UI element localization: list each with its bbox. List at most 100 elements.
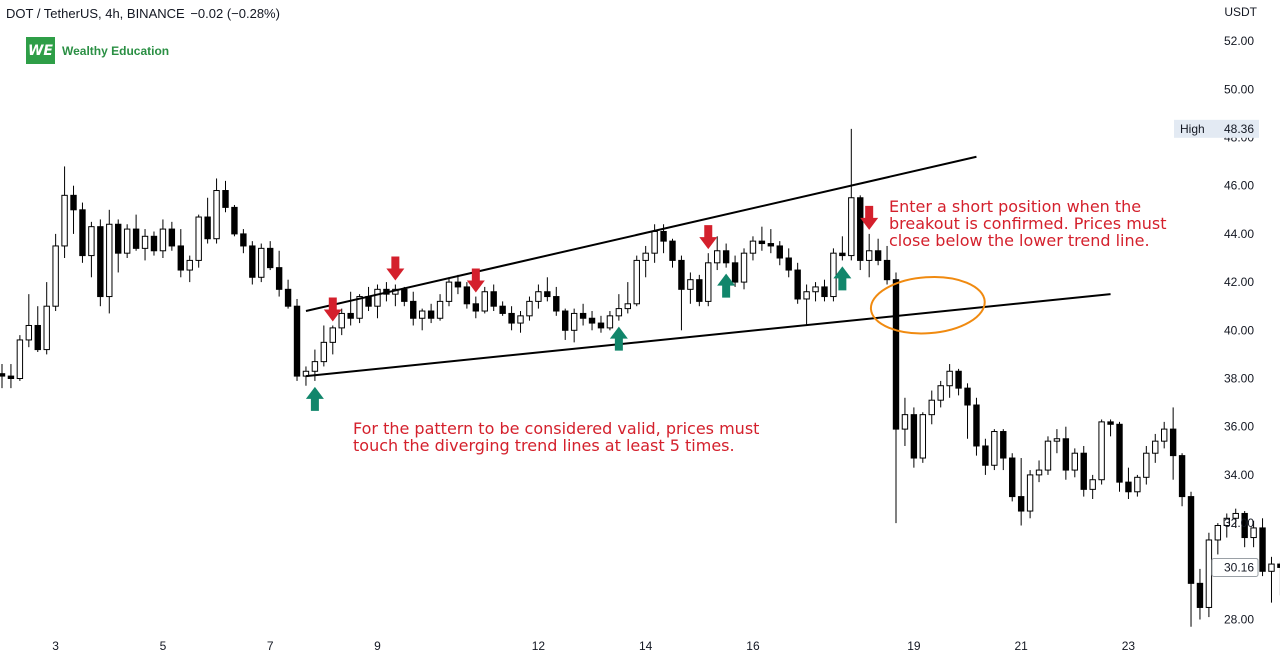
candle [1098,419,1105,485]
candle [535,284,542,309]
candle [445,277,453,307]
candle-body-up [1071,452,1078,471]
candle [669,238,676,268]
markers-layer [305,205,879,411]
symbol-header[interactable]: DOT / TetherUS, 4h, BINANCE −0.02 (−0.28… [6,6,280,21]
candle [1116,421,1123,492]
candle [1259,518,1266,577]
y-tick-label: 44.00 [1224,227,1254,241]
candle-body-up [213,190,220,240]
candle-body-up [928,399,935,416]
candle-body-down [1187,496,1195,584]
high-badge-value: 48.36 [1224,122,1254,136]
candle-body-up [1143,452,1150,478]
candle-body-up [1035,469,1043,476]
x-tick-label: 21 [1014,639,1028,653]
candle [1169,407,1177,480]
candle-body-down [97,226,104,298]
candle [240,229,247,254]
trend-line-upper [305,155,977,312]
brand-name: Wealthy Education [62,43,170,58]
candle-body-up [651,230,658,254]
candle-body-down [669,240,676,261]
candle-body-up [258,247,265,278]
candle-body-up [1098,421,1105,481]
candle [991,429,998,471]
high-badge-bg [1174,119,1259,138]
candle-body-up [901,414,909,430]
candle-body-up [570,312,578,331]
candle-body-down [7,375,15,379]
candle [195,214,202,268]
candle [1268,556,1275,603]
candle-body-down [79,209,86,257]
candle-body-down [722,250,730,264]
candle-body-down [553,296,560,312]
candle-body-down [240,233,247,247]
candle-body-up [329,327,336,343]
candle-body-down [1009,457,1016,498]
candle-body-down [785,257,792,271]
candle-body-up [803,291,810,300]
candle [1071,448,1078,478]
candle-body-up [1205,539,1213,608]
candle-body-up [615,308,623,317]
candle-body-up [88,226,95,257]
candle-body-down [1000,431,1007,459]
x-tick-label: 14 [639,639,653,653]
high-badge: High 48.36 [1174,119,1259,138]
candle [177,229,185,278]
candle-body-up [714,250,721,264]
candle [213,178,220,244]
candle-body-up [159,228,167,252]
candle-body-up [991,431,998,466]
candle-body-down [177,245,185,271]
candle [714,236,721,271]
x-tick-label: 23 [1122,639,1136,653]
candle-body-down [1080,452,1087,490]
candle [1009,453,1016,502]
candle-body-up [311,361,319,372]
x-tick-label: 5 [160,639,167,653]
candle-body-down [204,216,211,240]
candle-body-down [410,300,417,319]
candle [338,308,345,336]
pattern-validity-note: For the pattern to be considered valid, … [353,420,759,454]
candle-body-down [588,317,596,324]
candle [982,438,989,475]
candle-body-up [106,223,113,298]
candle-body-up [865,250,873,261]
candle-body-up [526,300,533,317]
candle [1000,429,1007,471]
candle [43,282,50,355]
candle [150,231,158,256]
candle-body-down [964,387,971,406]
candle [392,284,399,307]
candle [562,308,569,340]
arrow-down-icon [699,225,718,250]
candle [874,238,882,266]
y-tick-label: 46.00 [1224,179,1254,193]
candle [624,282,631,314]
candle-body-up [123,228,131,254]
candle [526,296,533,321]
candle-body-up [320,341,328,363]
candle [615,294,623,321]
candle-body-up [186,259,193,271]
candle-body-down [347,312,354,319]
candle [678,255,685,331]
candle-body-up [445,281,453,302]
brand: WE Wealthy Education [26,37,169,64]
candle-body-down [1017,496,1025,512]
candle-body-up [624,303,631,310]
candle-body-up [1134,476,1141,493]
candle-body-down [892,279,900,430]
candle-body-up [1089,479,1096,490]
candle [1062,426,1070,480]
y-tick-label: 36.00 [1224,420,1254,434]
candle-body-up [606,315,614,329]
candle-body-up [1232,512,1239,519]
candle-body-up [535,291,542,302]
candle [1250,520,1257,548]
